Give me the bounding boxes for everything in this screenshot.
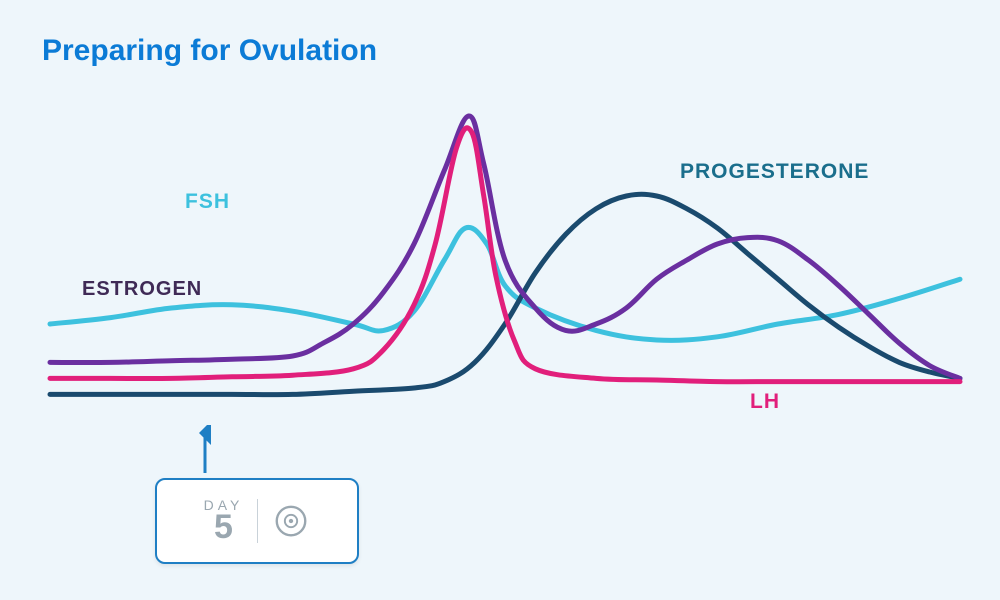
egg-cell-icon [272,502,310,540]
label-fsh: FSH [185,190,230,214]
label-progesterone: PROGESTERONE [680,160,869,184]
label-estrogen: ESTROGEN [82,278,202,301]
day-marker-box: DAY 5 [155,478,359,564]
page-root: Preparing for Ovulation FSH ESTROGEN PRO… [0,0,1000,600]
label-lh: LH [750,390,780,414]
day-number: 5 [204,510,244,544]
day-marker-text: DAY 5 [204,498,244,544]
day-marker-divider [257,499,258,543]
day-marker-arrow [190,425,220,481]
series-estrogen [50,116,960,378]
